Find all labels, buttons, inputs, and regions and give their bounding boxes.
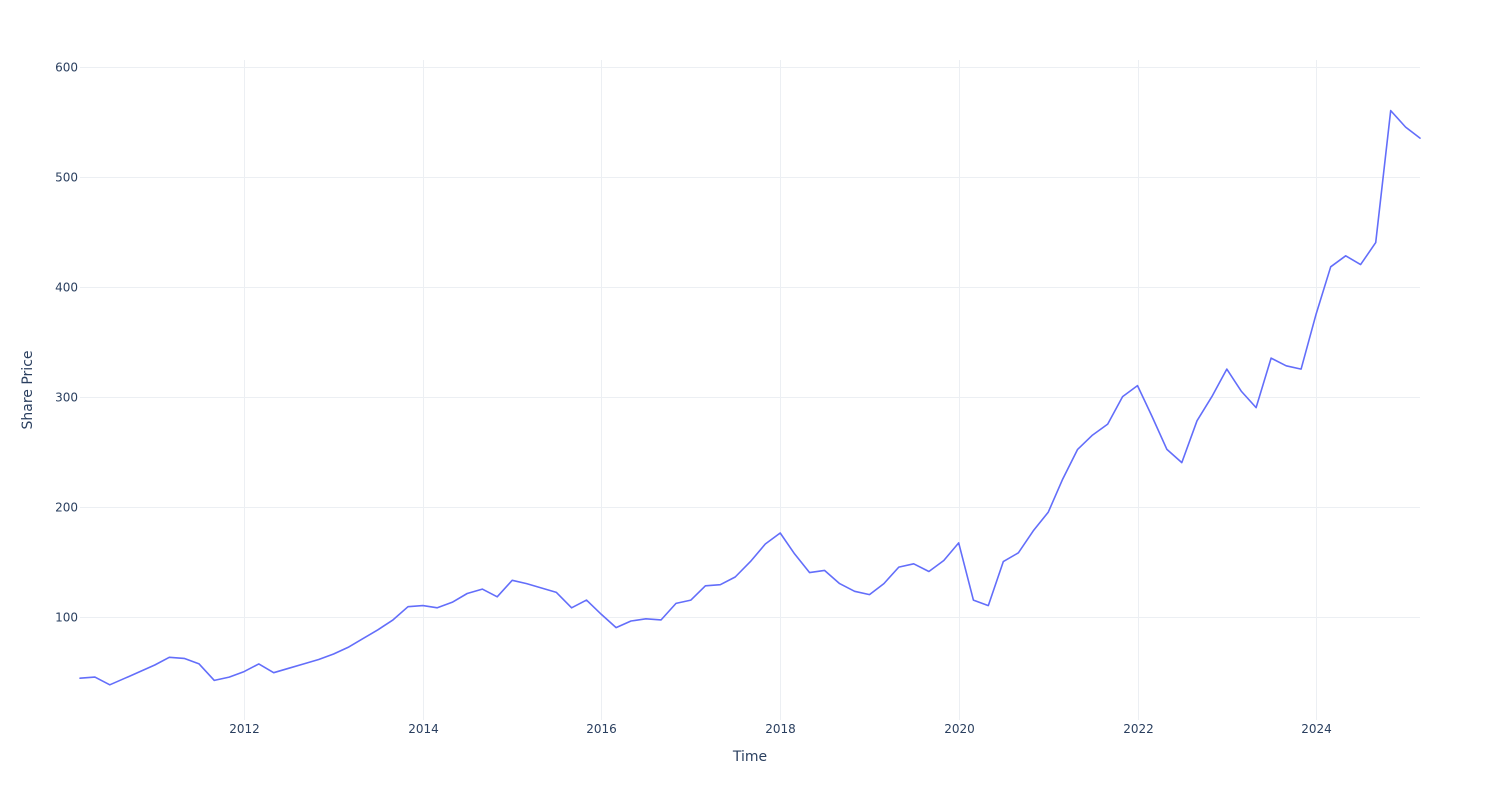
y-tick-label: 500 [55,171,78,185]
x-tick-label: 2020 [944,722,975,736]
x-tick-label: 2018 [765,722,796,736]
y-tick-label: 200 [55,501,78,515]
series-layer [79,109,1421,686]
tick-labels: 100 200 300 400 500 600 2012 2014 2016 2018 2020 20… [55,61,1332,737]
grid [80,60,1420,720]
x-axis-title: Time [732,749,767,765]
y-tick-label: 100 [55,611,78,625]
y-tick-label: 300 [55,391,78,405]
x-tick-label: 2024 [1301,722,1332,736]
y-tick-label: 400 [55,281,78,295]
y-tick-label: 600 [55,61,78,75]
x-tick-label: 2022 [1123,722,1154,736]
x-tick-label: 2012 [229,722,260,736]
y-axis-title: Share Price [20,350,36,429]
x-tick-label: 2016 [586,722,617,736]
x-tick-label: 2014 [408,722,439,736]
series-line-0 [79,109,1421,686]
